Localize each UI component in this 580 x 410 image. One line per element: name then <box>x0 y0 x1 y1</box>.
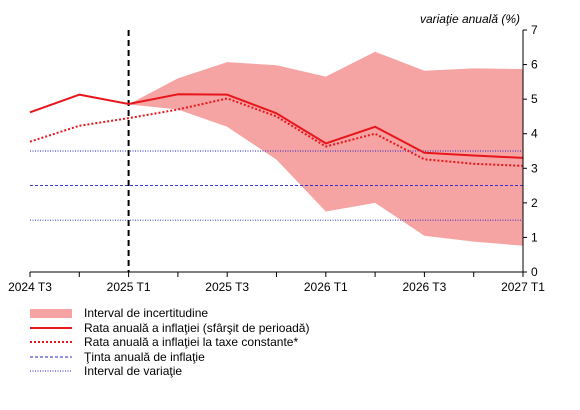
y-tick-label: 6 <box>531 58 538 72</box>
y-tick-label: 4 <box>531 127 538 141</box>
legend-item-target: Ţinta anuală de inflaţie <box>30 350 309 365</box>
y-tick-label: 2 <box>531 196 538 210</box>
legend-item-uncertainty: Interval de incertitudine <box>30 306 309 321</box>
inflation-constant-taxes-line <box>29 97 524 167</box>
legend-label: Rata anuală a inflaţiei (sfârşit de peri… <box>84 320 310 335</box>
legend-swatch-dashed-line <box>30 350 72 364</box>
x-tick-label: 2027 T1 <box>501 280 545 294</box>
x-tick-label: 2025 T3 <box>205 280 249 294</box>
legend-label: Interval de variaţie <box>84 364 183 378</box>
y-tick-label: 3 <box>531 161 538 175</box>
legend-swatch-dotted-line <box>30 335 72 349</box>
legend-item-inflation-constant-taxes: Rata anuală a inflaţiei la taxe constant… <box>30 335 309 350</box>
y-tick-label: 1 <box>531 230 538 244</box>
legend-item-inflation: Rata anuală a inflaţiei (sfârşit de peri… <box>30 321 309 336</box>
uncertainty-band <box>128 51 523 246</box>
legend-label: Interval de incertitudine <box>84 306 209 320</box>
legend-label: Rata anuală a inflaţiei la taxe constant… <box>84 335 299 349</box>
inflation-forecast-chart: 0 1 2 3 4 5 6 7 2024 T3 2025 T1 2025 T3 2026 T1 2026… <box>8 12 545 294</box>
x-tick-label: 2026 T1 <box>304 280 348 294</box>
y-tick-label: 5 <box>531 92 538 106</box>
legend-swatch-solid-line <box>30 321 72 335</box>
y-tick-label: 7 <box>531 23 538 37</box>
x-tick-label: 2024 T3 <box>8 280 52 294</box>
x-tick-label: 2026 T3 <box>402 280 446 294</box>
legend-swatch-band <box>30 306 72 320</box>
y-tick-label: 0 <box>531 265 538 279</box>
legend: Interval de incertitudine Rata anuală a … <box>30 306 309 379</box>
y-axis-label: variaţie anuală (%) <box>420 12 520 26</box>
legend-label: Ţinta anuală de inflaţie <box>84 349 205 364</box>
x-tick-label: 2025 T1 <box>107 280 151 294</box>
legend-item-range: Interval de variaţie <box>30 364 309 379</box>
inflation-rate-line <box>29 93 524 159</box>
legend-swatch-dotted-blue-line <box>30 364 72 378</box>
